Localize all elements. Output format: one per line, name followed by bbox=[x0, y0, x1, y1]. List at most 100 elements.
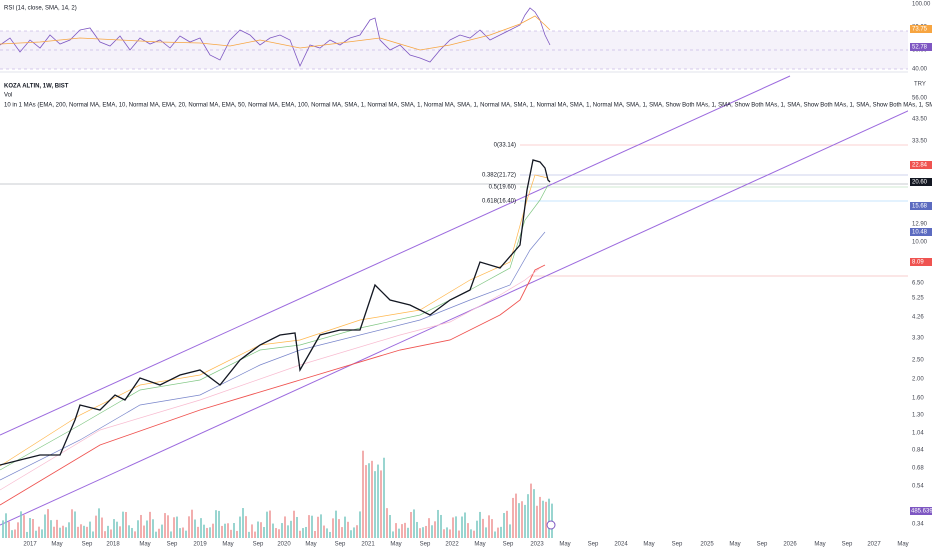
price-box bbox=[910, 161, 932, 169]
volume-bar bbox=[116, 521, 118, 538]
volume-bar bbox=[344, 516, 346, 538]
rsi-ma-box bbox=[910, 25, 932, 33]
price-tick: 2.00 bbox=[912, 377, 924, 383]
volume-bar bbox=[107, 525, 109, 538]
volume-bar bbox=[458, 530, 460, 538]
volume-bar bbox=[422, 527, 424, 538]
volume-bar bbox=[329, 531, 331, 538]
volume-bar bbox=[53, 526, 55, 538]
volume-bar bbox=[371, 460, 373, 538]
volume-bar bbox=[134, 531, 136, 538]
volume-box bbox=[910, 507, 932, 515]
rsi-ma-label: 73.75 bbox=[912, 27, 928, 33]
volume-bar bbox=[440, 514, 442, 538]
ema-10 bbox=[0, 174, 549, 467]
volume-bar bbox=[140, 514, 142, 538]
price-label: 8.09 bbox=[912, 260, 924, 266]
fib-label: 0.618(16.40) bbox=[482, 199, 516, 205]
volume-bar bbox=[419, 528, 421, 538]
volume-bar bbox=[155, 531, 157, 538]
price-tick: 56.00 bbox=[912, 96, 928, 102]
volume-bar bbox=[185, 530, 187, 538]
volume-bar bbox=[23, 515, 25, 538]
price-tick: 2.50 bbox=[912, 358, 924, 364]
volume-bar bbox=[335, 510, 337, 538]
volume-bar bbox=[83, 525, 85, 538]
price-tick: 1.60 bbox=[912, 396, 924, 402]
volume-bar bbox=[77, 526, 79, 538]
volume-bar bbox=[2, 520, 4, 538]
price-box bbox=[910, 258, 932, 266]
time-label: May bbox=[390, 542, 401, 548]
volume-bar bbox=[44, 514, 46, 538]
volume-bar bbox=[368, 463, 370, 538]
volume-bar bbox=[173, 517, 175, 538]
price-label: 20.60 bbox=[912, 180, 928, 186]
countdown: 21d 5h 45 bbox=[911, 188, 932, 194]
price-tick: 10.00 bbox=[912, 240, 928, 246]
volume-bar bbox=[431, 525, 433, 538]
volume-bar bbox=[137, 520, 139, 538]
fib-label: 0.5(19.60) bbox=[489, 185, 516, 191]
volume-bar bbox=[293, 510, 295, 538]
volume-bar bbox=[488, 515, 490, 538]
volume-bar bbox=[152, 519, 154, 538]
volume-bar bbox=[35, 530, 37, 538]
volume-bar bbox=[170, 531, 172, 538]
time-label: Sep bbox=[672, 542, 683, 548]
volume-bar bbox=[449, 529, 451, 538]
volume-bar bbox=[245, 516, 247, 538]
price-tick: 12.90 bbox=[912, 222, 928, 228]
volume-bar bbox=[71, 509, 73, 538]
volume-bar bbox=[404, 522, 406, 538]
price-tick: 1.30 bbox=[912, 413, 924, 419]
indicator: 10 in 1 MAs (EMA, 200, Normal MA, EMA, 1… bbox=[4, 103, 932, 109]
volume-bar bbox=[149, 511, 151, 538]
time-label: May bbox=[474, 542, 485, 548]
volume-bar bbox=[188, 516, 190, 538]
volume-bar bbox=[494, 531, 496, 538]
volume-bar bbox=[509, 524, 511, 538]
time-label: Sep bbox=[335, 542, 346, 548]
volume-bar bbox=[119, 526, 121, 538]
price-tick: 0.54 bbox=[912, 484, 924, 490]
volume-bar bbox=[197, 526, 199, 538]
volume-bar bbox=[8, 521, 10, 538]
symbol: KOZA ALTIN, 1W, BIST bbox=[4, 84, 69, 90]
volume-bar bbox=[515, 493, 517, 538]
fib-label: 0(33.14) bbox=[494, 143, 516, 149]
volume-bar bbox=[92, 531, 94, 538]
time-label: May bbox=[305, 542, 316, 548]
volume-bar bbox=[179, 528, 181, 538]
price-tick: 3.30 bbox=[912, 336, 924, 342]
volume-bar bbox=[332, 518, 334, 538]
volume-bar bbox=[452, 517, 454, 538]
ema-100 bbox=[0, 267, 541, 491]
volume-bar bbox=[455, 516, 457, 538]
volume-bar bbox=[236, 530, 238, 538]
fib-label: 0.382(21.72) bbox=[482, 173, 516, 179]
rsi-label: 52.78 bbox=[912, 45, 928, 51]
volume-bars bbox=[2, 450, 553, 538]
time-label: May bbox=[139, 542, 150, 548]
volume-bar bbox=[227, 523, 229, 538]
volume-bar bbox=[95, 515, 97, 538]
volume-bar bbox=[182, 527, 184, 538]
volume-label: 485.639 bbox=[911, 509, 932, 515]
price-tick: 0.68 bbox=[912, 466, 924, 472]
volume-bar bbox=[524, 504, 526, 538]
price-tick: 6.50 bbox=[912, 281, 924, 287]
volume-bar bbox=[476, 520, 478, 538]
volume-bar bbox=[80, 524, 82, 538]
volume-bar bbox=[395, 523, 397, 538]
volume-bar bbox=[383, 457, 385, 538]
volume-bar bbox=[191, 509, 193, 538]
volume-bar bbox=[47, 509, 49, 538]
rsi-box bbox=[910, 43, 932, 51]
volume-bar bbox=[353, 527, 355, 538]
channel-lower bbox=[0, 99, 932, 526]
volume-bar bbox=[266, 511, 268, 538]
ema-50 bbox=[0, 231, 546, 481]
price-box bbox=[910, 178, 932, 186]
